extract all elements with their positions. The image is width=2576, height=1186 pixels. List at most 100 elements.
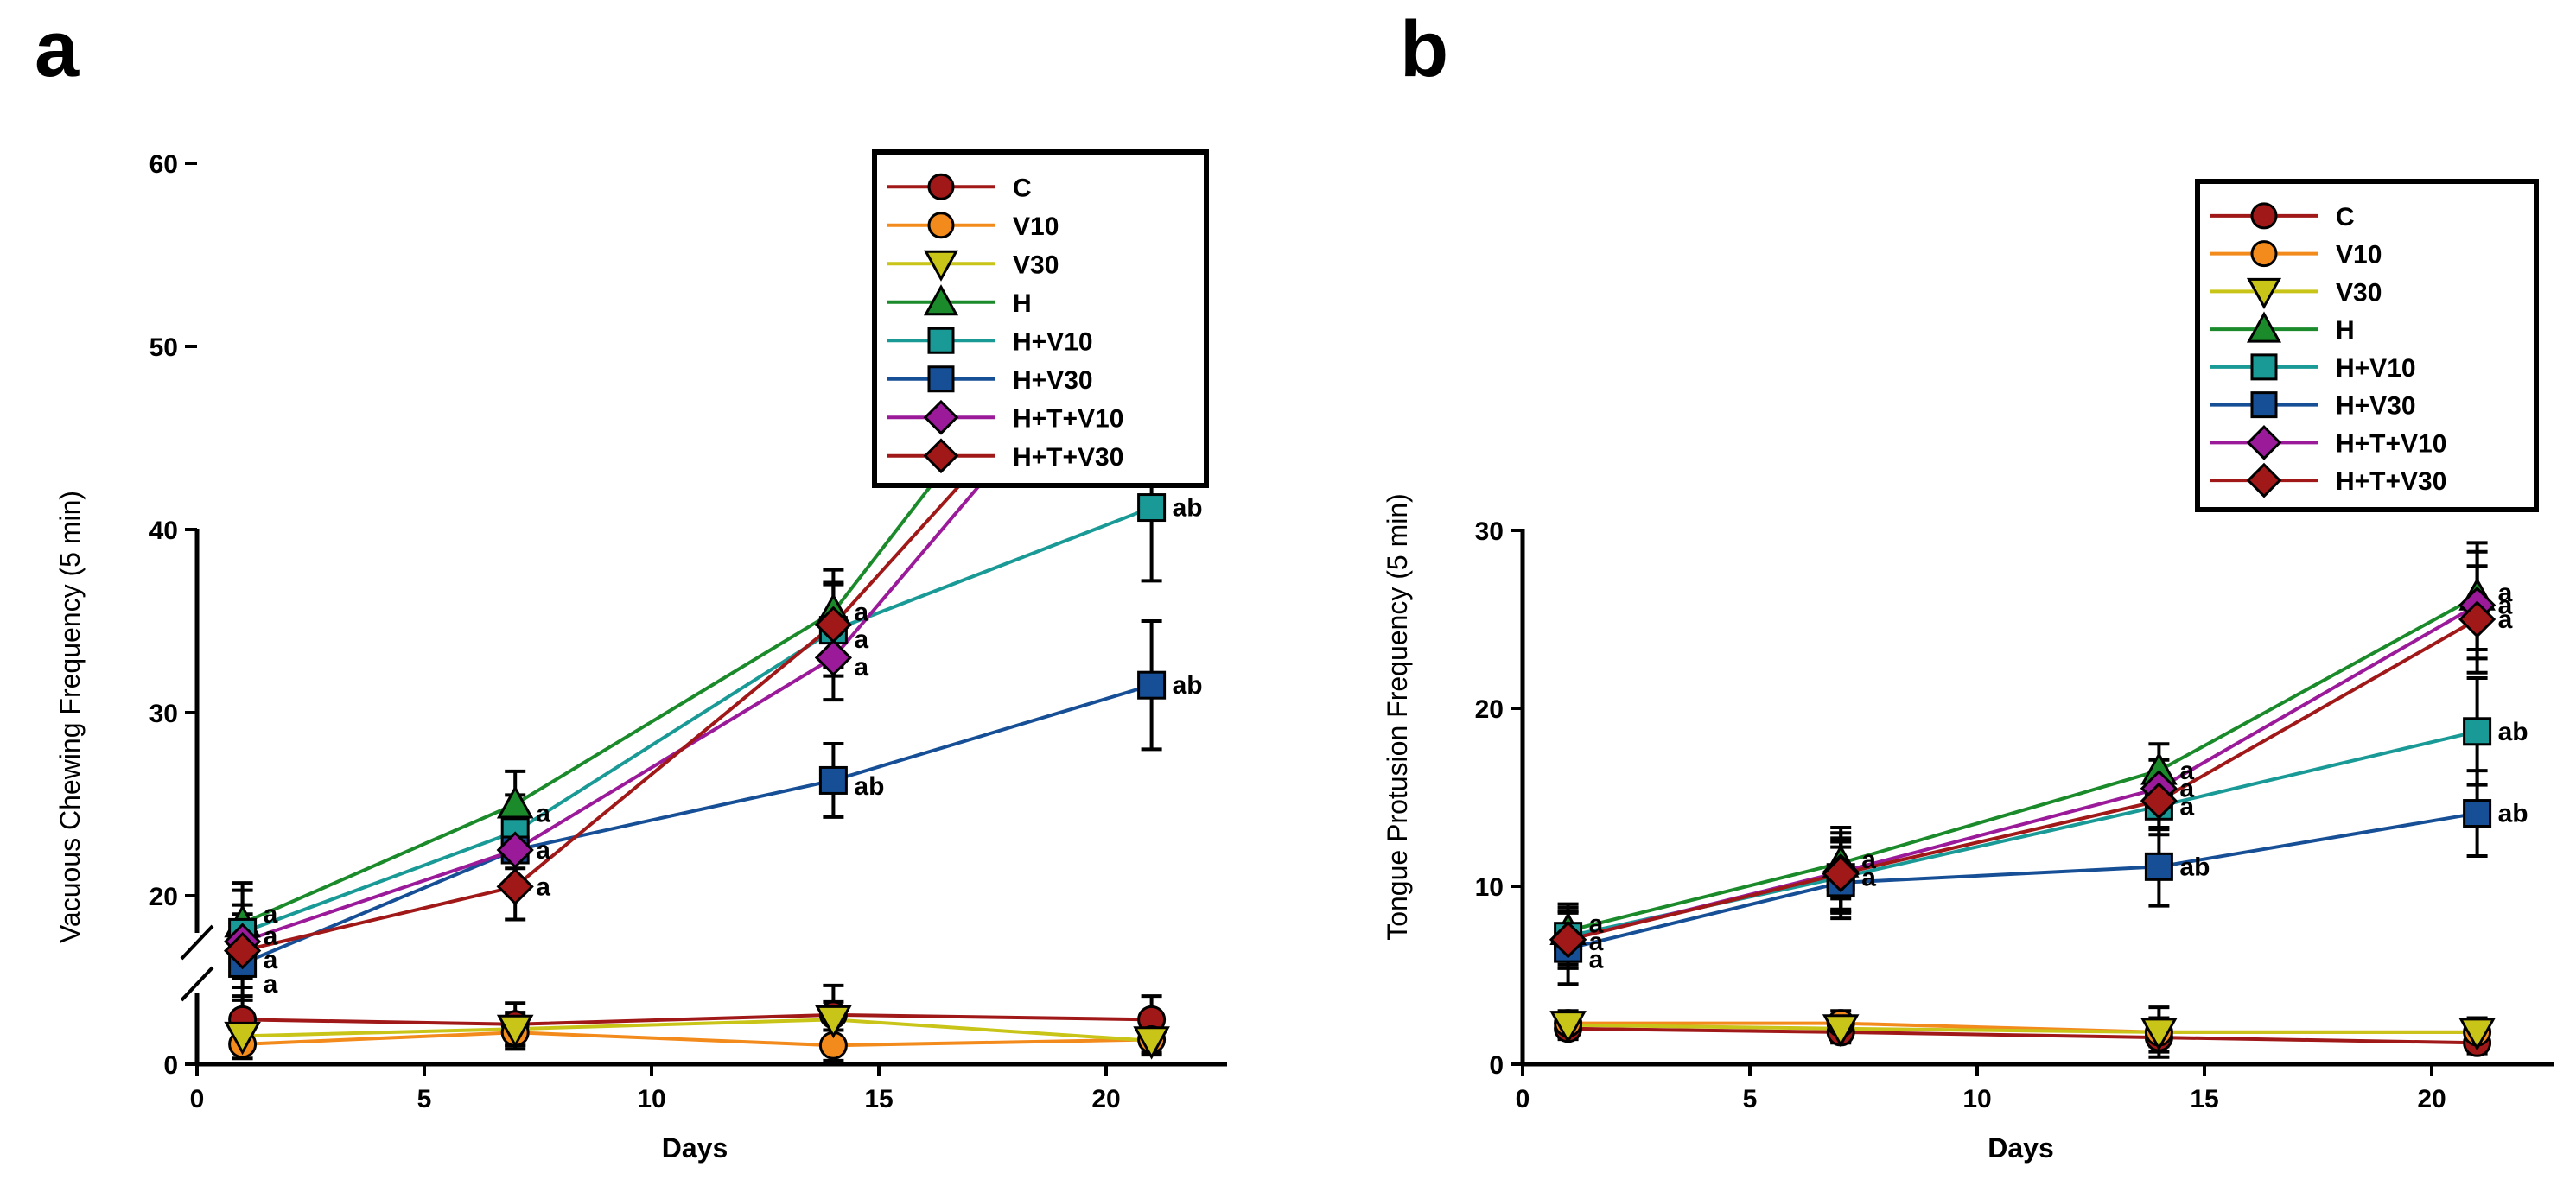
data-point-H+T+V30	[1822, 854, 1860, 893]
series-line-V10	[242, 1031, 1152, 1048]
series-line-H+T+V10	[1568, 603, 2478, 942]
significance-label: ab	[854, 772, 884, 801]
axis-break-mark	[180, 966, 214, 1002]
legend-marker-C	[927, 173, 955, 200]
legend-label-V30: V30	[2336, 278, 2382, 307]
significance-label: a	[1589, 928, 1604, 956]
legend-label-V10: V10	[2336, 241, 2382, 270]
legend-marker-H	[923, 284, 959, 316]
legend: C V10 V30 H H+V10 H+V30 H+T+V10 H+T+V30	[872, 149, 1209, 488]
series-line-C	[242, 1012, 1152, 1026]
legend-label-H+V30: H+V30	[2336, 392, 2416, 421]
significance-label: ab	[2498, 718, 2528, 746]
legend-marker-H+T+V30	[2246, 462, 2282, 498]
series-line-H+T+V30	[1568, 618, 2478, 942]
legend-label-C: C	[2336, 203, 2355, 231]
significance-label: a	[2498, 606, 2513, 634]
data-point-V30	[2458, 1018, 2496, 1051]
legend-label-V10: V10	[1013, 212, 1059, 241]
data-point-V30	[496, 1014, 534, 1049]
x-tick-label: 0	[190, 1085, 205, 1113]
x-tick-label: 20	[2417, 1085, 2446, 1113]
legend-label-C: C	[1013, 174, 1032, 202]
legend-label-H+V10: H+V10	[1013, 327, 1093, 356]
x-tick-label: 10	[1962, 1085, 1991, 1113]
y-tick-label: 60	[149, 150, 178, 179]
legend-label-V30: V30	[1013, 251, 1059, 279]
significance-label: a	[264, 946, 278, 974]
significance-label: ab	[2498, 800, 2528, 828]
data-point-H+T+V10	[814, 638, 853, 677]
significance-label: a	[854, 625, 868, 654]
legend-marker-V30	[923, 250, 959, 282]
data-point-V30	[1133, 1026, 1170, 1060]
legend-label-H+V10: H+V10	[2336, 354, 2416, 383]
y-tick-label: 20	[149, 883, 178, 911]
x-axis-title: Days	[1988, 1132, 2054, 1164]
legend-marker-H+T+V10	[2246, 425, 2282, 460]
x-tick-label: 0	[1516, 1085, 1530, 1113]
y-tick-label: 30	[149, 700, 178, 728]
data-point-H+V30	[2463, 799, 2492, 828]
panel-label: a	[35, 5, 80, 93]
chart-panel-b: b 0 10 20 30 0 5 10 15 20 Days Tongue Protusion Fre…	[1382, 5, 2554, 1164]
significance-label: a	[536, 872, 550, 901]
significance-label: a	[264, 970, 278, 999]
legend-label-H+T+V30: H+T+V30	[2336, 467, 2446, 496]
data-point-V30	[224, 1021, 261, 1056]
data-point-V30	[1549, 1011, 1587, 1044]
data-point-H+V30	[2144, 852, 2173, 881]
legend-label-H+T+V10: H+T+V10	[2336, 429, 2446, 458]
significance-label: a	[536, 800, 550, 828]
data-point-V30	[815, 1005, 852, 1039]
x-tick-label: 20	[1091, 1085, 1120, 1113]
data-point-V30	[1822, 1014, 1860, 1048]
legend-label-H: H	[1013, 289, 1032, 318]
data-point-H+T+V30	[814, 606, 853, 644]
significance-label: a	[1861, 846, 1876, 874]
x-tick-label: 10	[637, 1085, 665, 1113]
significance-label: a	[2179, 757, 2194, 785]
legend-marker-H+V30	[2250, 391, 2278, 419]
x-tick-label: 15	[2190, 1085, 2218, 1113]
legend-label-H+T+V10: H+T+V10	[1013, 404, 1123, 433]
data-point-H+V30	[1137, 670, 1167, 700]
x-tick-label: 15	[864, 1085, 893, 1113]
data-point-H+V30	[818, 765, 848, 795]
axis-break-mark	[180, 924, 214, 961]
data-point-H+T+V30	[223, 931, 262, 970]
legend-label-H+V30: H+V30	[1013, 366, 1093, 395]
y-tick-label: 40	[149, 517, 178, 545]
series-line-V30	[242, 1018, 1152, 1043]
data-point-H+T+V30	[1549, 921, 1587, 959]
significance-label: a	[536, 836, 550, 865]
legend-marker-H+V10	[2250, 353, 2278, 381]
data-point-H	[496, 785, 534, 819]
y-tick-label: 50	[149, 333, 178, 362]
data-point-H+T+V10	[496, 831, 534, 869]
series-line-V30	[1568, 1023, 2477, 1034]
series-line-C	[1568, 1026, 2477, 1045]
significance-label: ab	[1173, 671, 1203, 700]
significance-label: ab	[1173, 494, 1203, 523]
series-line-H+V10	[241, 505, 1153, 935]
data-point-H+T+V30	[2140, 782, 2178, 820]
significance-label: a	[2179, 775, 2194, 803]
significance-label: a	[854, 653, 868, 682]
legend-marker-H+V10	[927, 327, 955, 354]
y-tick-label: 0	[163, 1051, 178, 1080]
legend-label-H: H	[2336, 316, 2355, 345]
y-tick-label: 0	[1489, 1051, 1504, 1080]
significance-label: a	[2498, 579, 2513, 607]
legend-marker-H	[2246, 311, 2282, 343]
data-point-H+V10	[1137, 493, 1167, 523]
x-axis-title: Days	[662, 1132, 728, 1164]
data-point-H+T+V30	[496, 867, 534, 906]
x-tick-label: 5	[417, 1085, 432, 1113]
legend-marker-H+T+V30	[923, 438, 959, 474]
legend-marker-V10	[2250, 240, 2278, 268]
legend-marker-H+V30	[927, 365, 955, 393]
data-point-H+T+V30	[2458, 600, 2496, 638]
significance-label: a	[1861, 864, 1876, 892]
